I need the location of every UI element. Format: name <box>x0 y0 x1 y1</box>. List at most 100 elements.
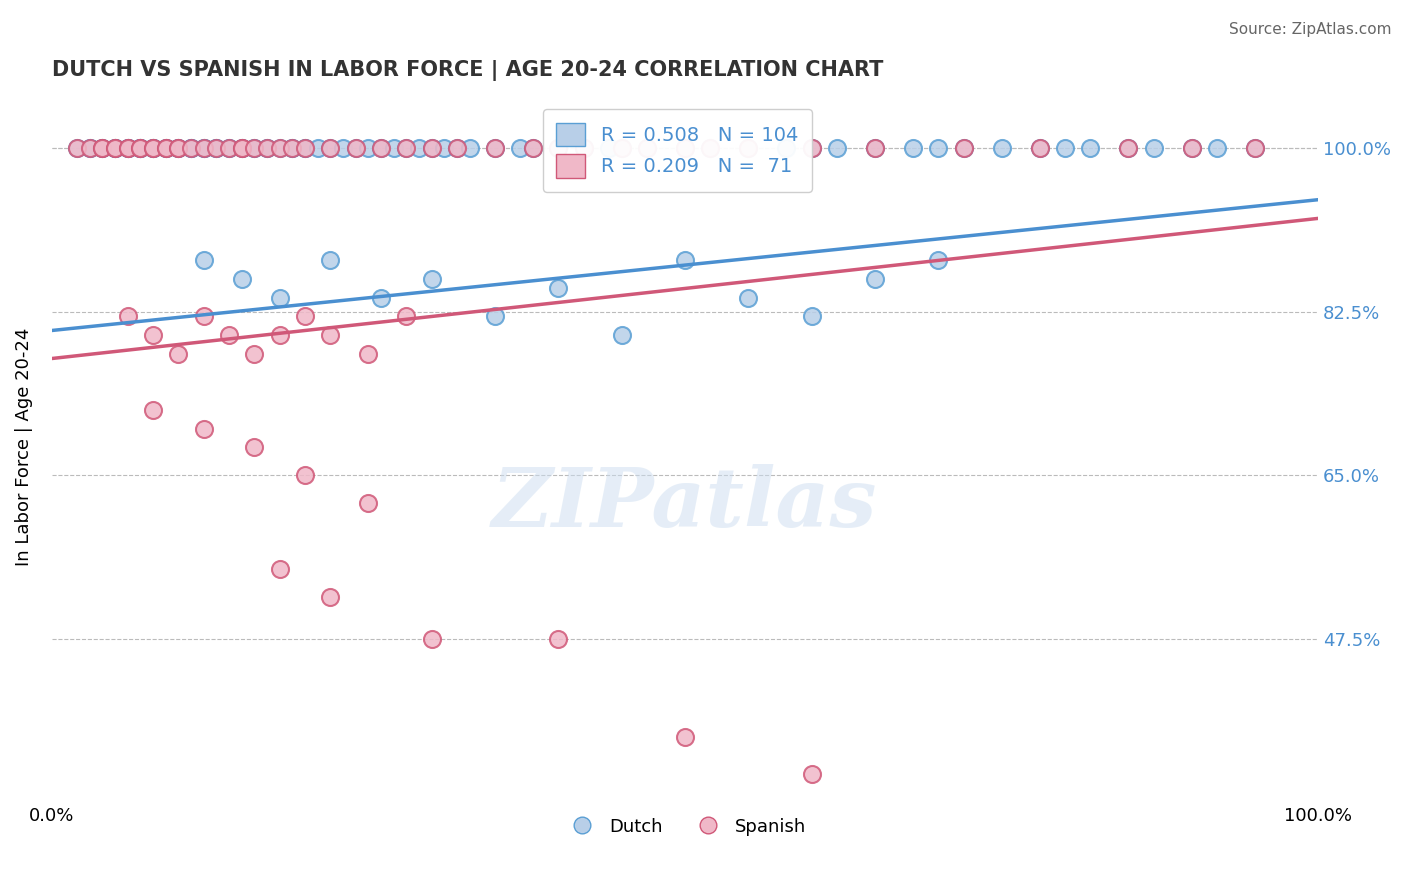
Point <box>673 141 696 155</box>
Point <box>117 141 139 155</box>
Point <box>1205 141 1227 155</box>
Point <box>193 141 215 155</box>
Point <box>167 141 190 155</box>
Point <box>129 141 152 155</box>
Point <box>458 141 481 155</box>
Point <box>673 730 696 744</box>
Text: Source: ZipAtlas.com: Source: ZipAtlas.com <box>1229 22 1392 37</box>
Point <box>952 141 974 155</box>
Point <box>256 141 278 155</box>
Point <box>1028 141 1050 155</box>
Point <box>699 141 721 155</box>
Point <box>420 272 443 286</box>
Point <box>193 141 215 155</box>
Point <box>142 141 165 155</box>
Point <box>142 141 165 155</box>
Point <box>800 141 823 155</box>
Point <box>142 141 165 155</box>
Point <box>294 310 316 324</box>
Point <box>167 141 190 155</box>
Point <box>256 141 278 155</box>
Point <box>332 141 354 155</box>
Point <box>863 272 886 286</box>
Point <box>142 141 165 155</box>
Point <box>269 141 291 155</box>
Point <box>256 141 278 155</box>
Point <box>294 141 316 155</box>
Point <box>863 141 886 155</box>
Point <box>193 253 215 268</box>
Point <box>269 141 291 155</box>
Point <box>180 141 202 155</box>
Point <box>142 328 165 343</box>
Point <box>218 141 240 155</box>
Point <box>218 328 240 343</box>
Point <box>91 141 114 155</box>
Point <box>1053 141 1076 155</box>
Point <box>370 141 392 155</box>
Point <box>231 272 253 286</box>
Y-axis label: In Labor Force | Age 20-24: In Labor Force | Age 20-24 <box>15 328 32 566</box>
Point <box>231 141 253 155</box>
Point <box>142 403 165 417</box>
Point <box>167 141 190 155</box>
Point <box>952 141 974 155</box>
Point <box>547 281 569 295</box>
Point <box>319 141 342 155</box>
Point <box>269 562 291 576</box>
Point <box>370 141 392 155</box>
Point <box>1078 141 1101 155</box>
Point <box>319 328 342 343</box>
Point <box>446 141 468 155</box>
Point <box>737 141 759 155</box>
Point <box>193 421 215 435</box>
Point <box>484 141 506 155</box>
Point <box>117 141 139 155</box>
Point <box>547 141 569 155</box>
Point <box>129 141 152 155</box>
Point <box>737 141 759 155</box>
Point <box>395 310 418 324</box>
Point <box>800 141 823 155</box>
Point <box>129 141 152 155</box>
Point <box>927 253 949 268</box>
Point <box>205 141 228 155</box>
Point <box>205 141 228 155</box>
Point <box>91 141 114 155</box>
Point <box>636 141 658 155</box>
Point <box>269 328 291 343</box>
Point <box>205 141 228 155</box>
Point <box>319 253 342 268</box>
Point <box>1142 141 1164 155</box>
Point <box>155 141 177 155</box>
Point <box>1028 141 1050 155</box>
Point <box>243 141 266 155</box>
Point <box>699 141 721 155</box>
Point <box>1243 141 1265 155</box>
Point <box>218 141 240 155</box>
Point <box>484 310 506 324</box>
Point <box>117 141 139 155</box>
Point <box>408 141 430 155</box>
Point <box>231 141 253 155</box>
Point <box>344 141 367 155</box>
Point <box>673 141 696 155</box>
Point <box>117 141 139 155</box>
Point <box>193 141 215 155</box>
Point <box>104 141 127 155</box>
Point <box>117 141 139 155</box>
Point <box>231 141 253 155</box>
Point <box>357 347 380 361</box>
Point <box>167 141 190 155</box>
Point <box>610 328 633 343</box>
Point <box>307 141 329 155</box>
Point <box>243 141 266 155</box>
Point <box>193 310 215 324</box>
Point <box>66 141 89 155</box>
Point <box>610 141 633 155</box>
Point <box>673 253 696 268</box>
Point <box>319 590 342 604</box>
Point <box>1116 141 1139 155</box>
Point <box>598 141 620 155</box>
Text: DUTCH VS SPANISH IN LABOR FORCE | AGE 20-24 CORRELATION CHART: DUTCH VS SPANISH IN LABOR FORCE | AGE 20… <box>52 60 883 80</box>
